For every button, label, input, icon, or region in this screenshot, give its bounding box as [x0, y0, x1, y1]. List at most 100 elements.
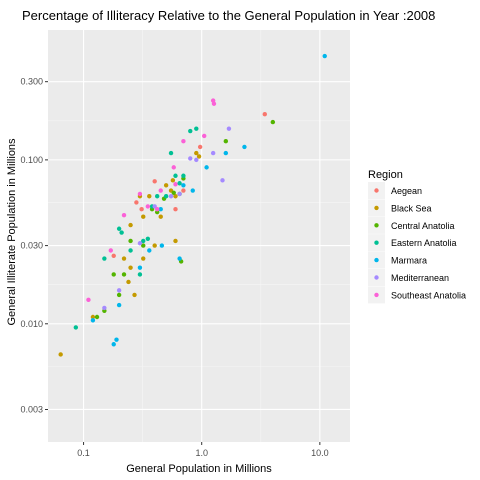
data-point: [139, 207, 144, 212]
data-point: [171, 190, 176, 195]
data-point: [102, 305, 107, 311]
data-point: [322, 53, 327, 59]
data-point: [132, 292, 137, 298]
data-point: [223, 150, 229, 156]
data-point: [226, 126, 232, 131]
legend-label: Central Anatolia: [391, 221, 455, 231]
data-point: [188, 156, 193, 161]
data-point: [202, 133, 207, 139]
data-point: [171, 165, 176, 170]
y-axis-title: General Illiterate Population in Million…: [6, 138, 18, 326]
data-point: [141, 256, 146, 261]
plot-panel: [48, 30, 350, 442]
data-point: [152, 243, 157, 248]
data-point: [177, 181, 182, 186]
data-point: [145, 204, 151, 209]
data-point: [190, 188, 195, 193]
data-point: [137, 191, 143, 197]
y-axis-ticks: 0.003 0.010 0.030 0.100 0.300: [20, 77, 48, 414]
data-point: [90, 314, 96, 320]
data-point: [147, 248, 152, 253]
data-point: [163, 194, 169, 199]
data-point: [137, 241, 143, 246]
legend: Region Aegean Black Sea Central Anatolia Ea…: [368, 169, 466, 304]
data-point: [116, 226, 122, 231]
data-point: [181, 188, 186, 193]
data-point: [158, 214, 163, 219]
data-point: [111, 272, 116, 277]
data-point: [204, 165, 209, 170]
data-point: [211, 101, 217, 106]
data-point: [194, 126, 199, 131]
chart-title: Percentage of Illiteracy Relative to the…: [22, 8, 435, 23]
x-tick-label: 0.1: [77, 448, 90, 458]
y-tick-label: 0.030: [20, 241, 43, 251]
x-axis-ticks: 0.1 1.0 10.0: [77, 442, 329, 458]
data-point: [86, 297, 91, 303]
data-point: [194, 150, 199, 156]
data-point: [158, 207, 163, 212]
data-point: [137, 272, 143, 277]
data-point: [141, 243, 146, 248]
data-point: [128, 265, 133, 270]
legend-marker: [374, 188, 379, 193]
data-point: [173, 238, 178, 244]
data-point: [170, 178, 176, 183]
data-point: [116, 292, 122, 298]
data-point: [181, 139, 186, 144]
data-point: [141, 238, 146, 244]
data-point: [111, 253, 116, 258]
data-points: [58, 53, 327, 357]
data-point: [270, 119, 276, 125]
legend-marker: [374, 223, 379, 228]
y-tick-label: 0.003: [20, 404, 43, 414]
grid-major: [48, 30, 350, 442]
legend-items: Aegean Black Sea Central Anatolia Eastern A…: [368, 182, 466, 304]
data-point: [108, 248, 113, 253]
legend-label: Marmara: [391, 256, 427, 266]
data-point: [173, 173, 178, 178]
y-tick-label: 0.100: [20, 155, 43, 165]
legend-label: Aegean: [391, 186, 422, 196]
data-point: [168, 194, 174, 199]
data-point: [137, 265, 143, 270]
data-point: [223, 139, 229, 144]
data-point: [141, 214, 146, 219]
data-point: [73, 325, 79, 330]
data-point: [262, 111, 267, 117]
data-point: [159, 243, 165, 248]
legend-title: Region: [368, 169, 403, 181]
y-tick-label: 0.300: [20, 77, 43, 87]
data-point: [173, 182, 178, 187]
grid-minor: [48, 30, 350, 442]
data-point: [196, 154, 202, 159]
data-point: [181, 183, 186, 188]
data-point: [128, 248, 133, 253]
data-point: [197, 144, 203, 150]
data-point: [194, 157, 199, 163]
data-point: [134, 200, 139, 205]
x-axis-title: General Population in Millions: [126, 463, 272, 475]
legend-label: Southeast Anatolia: [391, 290, 466, 300]
legend-label: Mediterranean: [391, 273, 449, 283]
x-tick-label: 10.0: [311, 448, 329, 458]
data-point: [111, 342, 116, 347]
data-point: [177, 256, 182, 261]
legend-marker: [374, 275, 379, 280]
data-point: [126, 279, 131, 285]
y-tick-label: 0.010: [20, 319, 43, 329]
legend-label: Eastern Anatolia: [391, 238, 457, 248]
legend-marker: [374, 292, 379, 298]
data-point: [147, 194, 152, 199]
legend-marker: [374, 257, 379, 263]
data-point: [220, 178, 225, 183]
data-point: [188, 128, 193, 134]
data-point: [173, 194, 178, 199]
data-point: [121, 272, 127, 277]
legend-marker: [374, 240, 379, 245]
data-point: [177, 191, 182, 197]
legend-label: Black Sea: [391, 203, 432, 213]
data-point: [145, 236, 151, 241]
data-point: [154, 207, 160, 212]
